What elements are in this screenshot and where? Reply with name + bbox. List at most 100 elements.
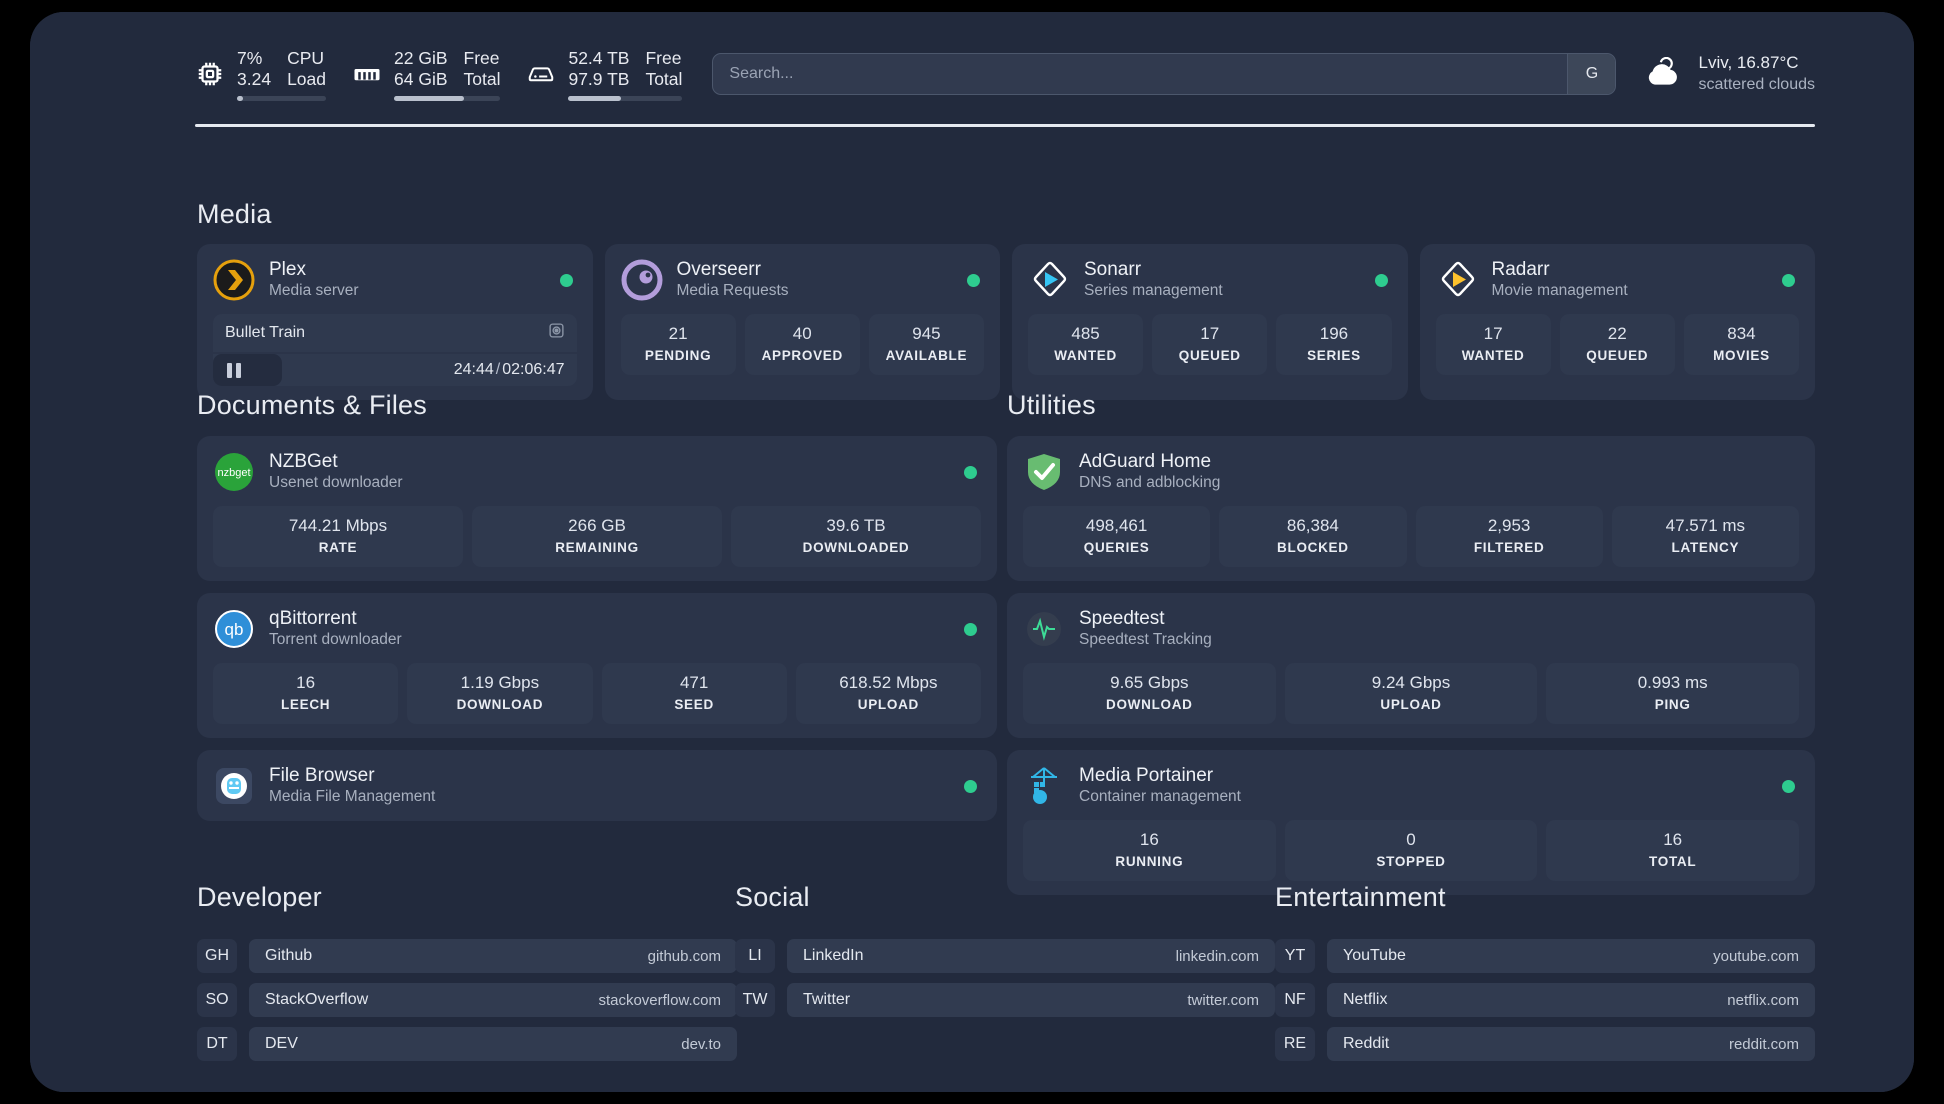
status-indicator-online <box>1374 273 1388 287</box>
bookmark-section-entertainment: Entertainment YT YouTube youtube.com NF … <box>1275 882 1815 1071</box>
service-card-overseerr[interactable]: Overseerr Media Requests 21 PENDING 40 A… <box>604 244 1000 400</box>
stat-value: 9.65 Gbps <box>1110 673 1189 692</box>
service-card-radarr[interactable]: Radarr Movie management 17 WANTED 22 QUE… <box>1419 244 1815 400</box>
bookmark-url: stackoverflow.com <box>598 991 721 1009</box>
bookmark-list: GH Github github.com SO StackOverflow st… <box>197 939 737 1061</box>
playback-progress-bar[interactable]: 24:44/02:06:47 <box>213 354 577 386</box>
playback-progress-fill <box>213 354 283 386</box>
media-card-grid: Plex Media server Bullet Train <box>197 244 1815 400</box>
list-item[interactable]: DT DEV dev.to <box>197 1027 737 1061</box>
pause-icon[interactable] <box>213 362 241 378</box>
list-item[interactable]: RE Reddit reddit.com <box>1275 1027 1815 1061</box>
bookmark-url: twitter.com <box>1187 991 1259 1009</box>
cpu-usage-bar <box>237 95 326 101</box>
stat-box: 17 WANTED <box>1435 314 1551 375</box>
stat-box: 196 SERIES <box>1276 314 1392 375</box>
service-name: NZBGet <box>269 451 338 472</box>
bookmark-badge: RE <box>1275 1027 1315 1061</box>
stat-value: 834 <box>1727 324 1756 343</box>
disk-free: 52.4 TB <box>568 47 630 68</box>
bookmark-link[interactable]: Twitter twitter.com <box>787 983 1275 1017</box>
service-name: Plex <box>269 259 306 280</box>
bookmark-badge: LI <box>735 939 775 973</box>
cpu-stat-group: 7% 3.24 CPU Load <box>195 48 326 101</box>
stat-value: 21 <box>668 324 688 343</box>
service-subtitle: Series management <box>1084 282 1223 299</box>
search-engine-button[interactable]: G <box>1567 54 1616 94</box>
service-card-sonarr[interactable]: Sonarr Series management 485 WANTED 17 Q… <box>1012 244 1408 400</box>
bookmark-link[interactable]: LinkedIn linkedin.com <box>787 939 1275 973</box>
service-name: Media Portainer <box>1079 765 1214 786</box>
cpu-load-value: 3.24 <box>237 68 272 89</box>
status-indicator-online <box>559 273 573 287</box>
bookmark-name: Github <box>265 947 313 964</box>
status-indicator-online <box>964 779 977 793</box>
bookmark-link[interactable]: Github github.com <box>249 939 737 973</box>
weather-condition: scattered clouds <box>1698 76 1815 93</box>
bookmark-link[interactable]: StackOverflow stackoverflow.com <box>249 983 737 1017</box>
stat-value: 1.19 Gbps <box>460 673 540 692</box>
stat-value: 17 <box>1200 324 1220 343</box>
stat-box: 16 RUNNING <box>1023 820 1276 881</box>
service-card-nzbget[interactable]: nzbget NZBGet Usenet downloader 744.21 M… <box>197 436 997 581</box>
disk-label-top: Free <box>645 47 682 68</box>
playback-elapsed: 24:44 <box>453 361 494 378</box>
stat-box: 471 SEED <box>601 663 787 724</box>
list-item[interactable]: GH Github github.com <box>197 939 737 973</box>
stat-value: 485 <box>1071 324 1100 343</box>
service-name: Radarr <box>1491 259 1550 280</box>
service-card-adguard-home[interactable]: AdGuard Home DNS and adblocking 498,461 … <box>1007 436 1815 581</box>
list-item[interactable]: LI LinkedIn linkedin.com <box>735 939 1275 973</box>
service-card-media-portainer[interactable]: Media Portainer Container management 16 … <box>1007 750 1815 895</box>
service-card-plex[interactable]: Plex Media server Bullet Train <box>197 244 593 400</box>
stats-row: 485 WANTED 17 QUEUED 196 SERIES <box>1028 314 1392 375</box>
service-card-qbittorrent[interactable]: qb qBittorrent Torrent downloader 16 LEE… <box>197 593 997 738</box>
adguard-shield-icon <box>1023 451 1065 493</box>
dashboard-page: 7% 3.24 CPU Load <box>30 12 1914 1092</box>
bookmark-link[interactable]: YouTube youtube.com <box>1327 939 1815 973</box>
search-bar[interactable]: G <box>712 53 1617 95</box>
stat-caption: WANTED <box>1461 348 1525 363</box>
cast-icon[interactable] <box>548 322 565 344</box>
stat-value: 17 <box>1483 324 1503 343</box>
bookmark-badge: NF <box>1275 983 1315 1017</box>
now-playing-title: Bullet Train <box>225 324 306 341</box>
stat-value: 16 <box>1663 830 1683 849</box>
stat-box: 22 QUEUED <box>1559 314 1675 375</box>
playback-duration: 02:06:47 <box>502 361 565 378</box>
bookmark-url: dev.to <box>681 1035 721 1053</box>
bookmark-url: linkedin.com <box>1175 947 1259 965</box>
stats-row: 498,461 QUERIES 86,384 BLOCKED 2,953 FIL… <box>1023 506 1799 567</box>
stat-value: 16 <box>1139 830 1159 849</box>
bookmark-badge: SO <box>197 983 237 1017</box>
service-card-file-browser[interactable]: File Browser Media File Management <box>197 750 997 821</box>
card-header: File Browser Media File Management <box>213 764 981 807</box>
speedtest-pulse-icon <box>1023 608 1065 650</box>
card-header: nzbget NZBGet Usenet downloader <box>213 450 981 493</box>
search-input[interactable] <box>713 65 1568 83</box>
service-name: File Browser <box>269 765 375 786</box>
stat-caption: QUERIES <box>1083 540 1150 555</box>
stats-row: 744.21 Mbps RATE 266 GB REMAINING 39.6 T… <box>213 506 981 567</box>
card-header: Media Portainer Container management <box>1023 764 1799 807</box>
list-item[interactable]: NF Netflix netflix.com <box>1275 983 1815 1017</box>
memory-used: 22 GiB <box>394 47 448 68</box>
bookmark-link[interactable]: DEV dev.to <box>249 1027 737 1061</box>
stat-caption: FILTERED <box>1473 540 1545 555</box>
service-card-speedtest[interactable]: Speedtest Speedtest Tracking 9.65 Gbps D… <box>1007 593 1815 738</box>
memory-usage-bar <box>394 95 501 101</box>
stat-value: 945 <box>912 324 941 343</box>
weather-widget: Lviv, 16.87°C scattered clouds <box>1642 52 1815 96</box>
stat-caption: APPROVED <box>761 348 843 363</box>
list-item[interactable]: TW Twitter twitter.com <box>735 983 1275 1017</box>
stat-box: 485 WANTED <box>1028 314 1144 375</box>
list-item[interactable]: YT YouTube youtube.com <box>1275 939 1815 973</box>
list-item[interactable]: SO StackOverflow stackoverflow.com <box>197 983 737 1017</box>
bookmark-link[interactable]: Reddit reddit.com <box>1327 1027 1815 1061</box>
nzbget-icon: nzbget <box>213 451 255 493</box>
header-divider <box>195 124 1815 127</box>
bookmark-link[interactable]: Netflix netflix.com <box>1327 983 1815 1017</box>
stat-caption: RUNNING <box>1115 854 1184 869</box>
bookmark-url: youtube.com <box>1713 947 1799 965</box>
stat-box: 16 TOTAL <box>1546 820 1800 881</box>
